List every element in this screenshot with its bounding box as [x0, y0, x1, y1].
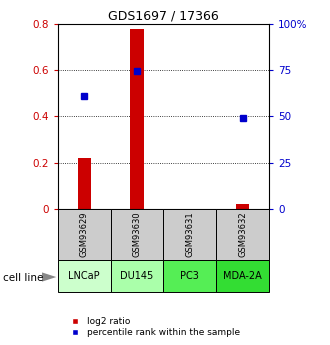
Bar [58, 209, 111, 260]
Text: MDA-2A: MDA-2A [223, 271, 262, 281]
Title: GDS1697 / 17366: GDS1697 / 17366 [108, 10, 219, 23]
Bar [58, 260, 111, 292]
Bar [216, 260, 269, 292]
Text: GSM93631: GSM93631 [185, 212, 194, 257]
Bar [130, 29, 144, 209]
Text: GSM93629: GSM93629 [80, 212, 89, 257]
Text: GSM93630: GSM93630 [132, 212, 142, 257]
Text: DU145: DU145 [120, 271, 153, 281]
Bar [163, 209, 216, 260]
Text: cell line: cell line [3, 273, 44, 283]
Text: PC3: PC3 [180, 271, 199, 281]
Polygon shape [42, 273, 56, 282]
Bar [163, 260, 216, 292]
Bar [111, 209, 163, 260]
Bar [111, 260, 163, 292]
Bar [78, 158, 91, 209]
Legend: log2 ratio, percentile rank within the sample: log2 ratio, percentile rank within the s… [62, 314, 244, 341]
Bar [236, 204, 249, 209]
Bar [216, 209, 269, 260]
Text: LNCaP: LNCaP [68, 271, 100, 281]
Text: GSM93632: GSM93632 [238, 212, 247, 257]
